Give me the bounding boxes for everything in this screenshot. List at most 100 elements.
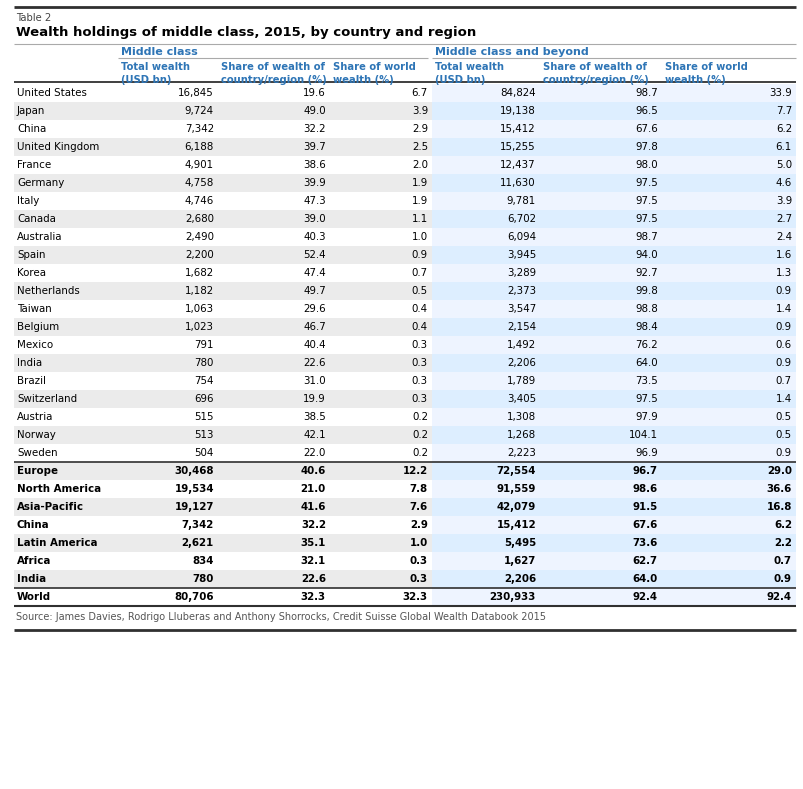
Text: 98.7: 98.7 <box>634 232 657 242</box>
Text: 42.1: 42.1 <box>303 430 325 440</box>
Text: 97.5: 97.5 <box>634 214 657 224</box>
Text: 3,547: 3,547 <box>506 304 536 314</box>
Text: 16,845: 16,845 <box>178 88 214 98</box>
Text: 72,554: 72,554 <box>496 466 536 476</box>
Text: 2,490: 2,490 <box>185 232 214 242</box>
Text: 49.7: 49.7 <box>303 286 325 296</box>
Text: 0.4: 0.4 <box>411 322 427 332</box>
Bar <box>431 516 795 534</box>
Text: 98.6: 98.6 <box>632 484 657 494</box>
Text: 12,437: 12,437 <box>499 160 536 170</box>
Text: Australia: Australia <box>17 232 63 242</box>
Bar <box>14 480 431 498</box>
Text: 42,079: 42,079 <box>496 502 536 512</box>
Text: 2,621: 2,621 <box>181 538 214 548</box>
Text: 84,824: 84,824 <box>499 88 536 98</box>
Text: Italy: Italy <box>17 196 39 206</box>
Text: Table 2: Table 2 <box>16 13 51 23</box>
Text: 1,063: 1,063 <box>185 304 214 314</box>
Text: 41.6: 41.6 <box>300 502 325 512</box>
Text: 98.4: 98.4 <box>634 322 657 332</box>
Text: China: China <box>17 124 47 134</box>
Text: 2,223: 2,223 <box>507 448 536 458</box>
Bar <box>431 426 795 444</box>
Text: 2,206: 2,206 <box>507 358 536 368</box>
Text: 35.1: 35.1 <box>300 538 325 548</box>
Text: France: France <box>17 160 51 170</box>
Text: Source: James Davies, Rodrigo Lluberas and Anthony Shorrocks, Credit Suisse Glob: Source: James Davies, Rodrigo Lluberas a… <box>16 612 545 622</box>
Bar <box>14 336 431 354</box>
Bar <box>431 372 795 390</box>
Text: 30,468: 30,468 <box>174 466 214 476</box>
Text: 40.3: 40.3 <box>303 232 325 242</box>
Text: Middle class: Middle class <box>120 47 198 57</box>
Text: 19.6: 19.6 <box>303 88 325 98</box>
Text: 19,534: 19,534 <box>174 484 214 494</box>
Text: 780: 780 <box>194 358 214 368</box>
Text: 7,342: 7,342 <box>185 124 214 134</box>
Bar <box>14 588 431 606</box>
Text: 32.3: 32.3 <box>402 592 427 602</box>
Text: 0.9: 0.9 <box>411 250 427 260</box>
Text: 0.9: 0.9 <box>773 574 791 584</box>
Text: Asia-Pacific: Asia-Pacific <box>17 502 84 512</box>
Text: 97.5: 97.5 <box>634 178 657 188</box>
Text: 97.8: 97.8 <box>634 142 657 152</box>
Text: 76.2: 76.2 <box>634 340 657 350</box>
Text: 2,206: 2,206 <box>503 574 536 584</box>
Text: 1.9: 1.9 <box>411 196 427 206</box>
Text: United States: United States <box>17 88 87 98</box>
Text: Taiwan: Taiwan <box>17 304 51 314</box>
Text: 2.0: 2.0 <box>411 160 427 170</box>
Text: 92.4: 92.4 <box>766 592 791 602</box>
Text: 1,308: 1,308 <box>506 412 536 422</box>
Text: 12.2: 12.2 <box>402 466 427 476</box>
Text: 1.4: 1.4 <box>775 394 791 404</box>
Text: 32.3: 32.3 <box>300 592 325 602</box>
Bar <box>14 138 431 156</box>
Text: 64.0: 64.0 <box>634 358 657 368</box>
Bar <box>431 120 795 138</box>
Bar <box>431 210 795 228</box>
Text: 104.1: 104.1 <box>628 430 657 440</box>
Bar <box>431 246 795 264</box>
Text: 15,412: 15,412 <box>499 124 536 134</box>
Text: 98.0: 98.0 <box>634 160 657 170</box>
Bar <box>431 318 795 336</box>
Text: Brazil: Brazil <box>17 376 46 386</box>
Text: 9,781: 9,781 <box>506 196 536 206</box>
Bar <box>14 300 431 318</box>
Text: 2.9: 2.9 <box>410 520 427 530</box>
Text: 515: 515 <box>194 412 214 422</box>
Bar <box>431 102 795 120</box>
Text: 2.5: 2.5 <box>411 142 427 152</box>
Text: 29.6: 29.6 <box>303 304 325 314</box>
Text: 0.3: 0.3 <box>410 574 427 584</box>
Text: 39.0: 39.0 <box>303 214 325 224</box>
Text: 39.7: 39.7 <box>303 142 325 152</box>
Text: 1,627: 1,627 <box>503 556 536 566</box>
Text: 4.6: 4.6 <box>775 178 791 188</box>
Text: 97.5: 97.5 <box>634 196 657 206</box>
Text: 15,412: 15,412 <box>495 520 536 530</box>
Text: 19,138: 19,138 <box>499 106 536 116</box>
Text: Total wealth
(USD bn): Total wealth (USD bn) <box>434 62 503 84</box>
Text: 92.7: 92.7 <box>634 268 657 278</box>
Text: 0.5: 0.5 <box>775 430 791 440</box>
Text: North America: North America <box>17 484 101 494</box>
Bar <box>431 534 795 552</box>
Text: Total wealth
(USD bn): Total wealth (USD bn) <box>120 62 190 84</box>
Text: 6,702: 6,702 <box>507 214 536 224</box>
Text: 0.7: 0.7 <box>773 556 791 566</box>
Text: 3.9: 3.9 <box>411 106 427 116</box>
Text: Korea: Korea <box>17 268 46 278</box>
Text: 39.9: 39.9 <box>303 178 325 188</box>
Text: 0.3: 0.3 <box>410 556 427 566</box>
Text: Share of wealth of
country/region (%): Share of wealth of country/region (%) <box>542 62 648 84</box>
Text: 504: 504 <box>194 448 214 458</box>
Text: Africa: Africa <box>17 556 51 566</box>
Bar <box>14 354 431 372</box>
Text: 21.0: 21.0 <box>300 484 325 494</box>
Text: Wealth holdings of middle class, 2015, by country and region: Wealth holdings of middle class, 2015, b… <box>16 26 475 39</box>
Text: 0.9: 0.9 <box>775 286 791 296</box>
